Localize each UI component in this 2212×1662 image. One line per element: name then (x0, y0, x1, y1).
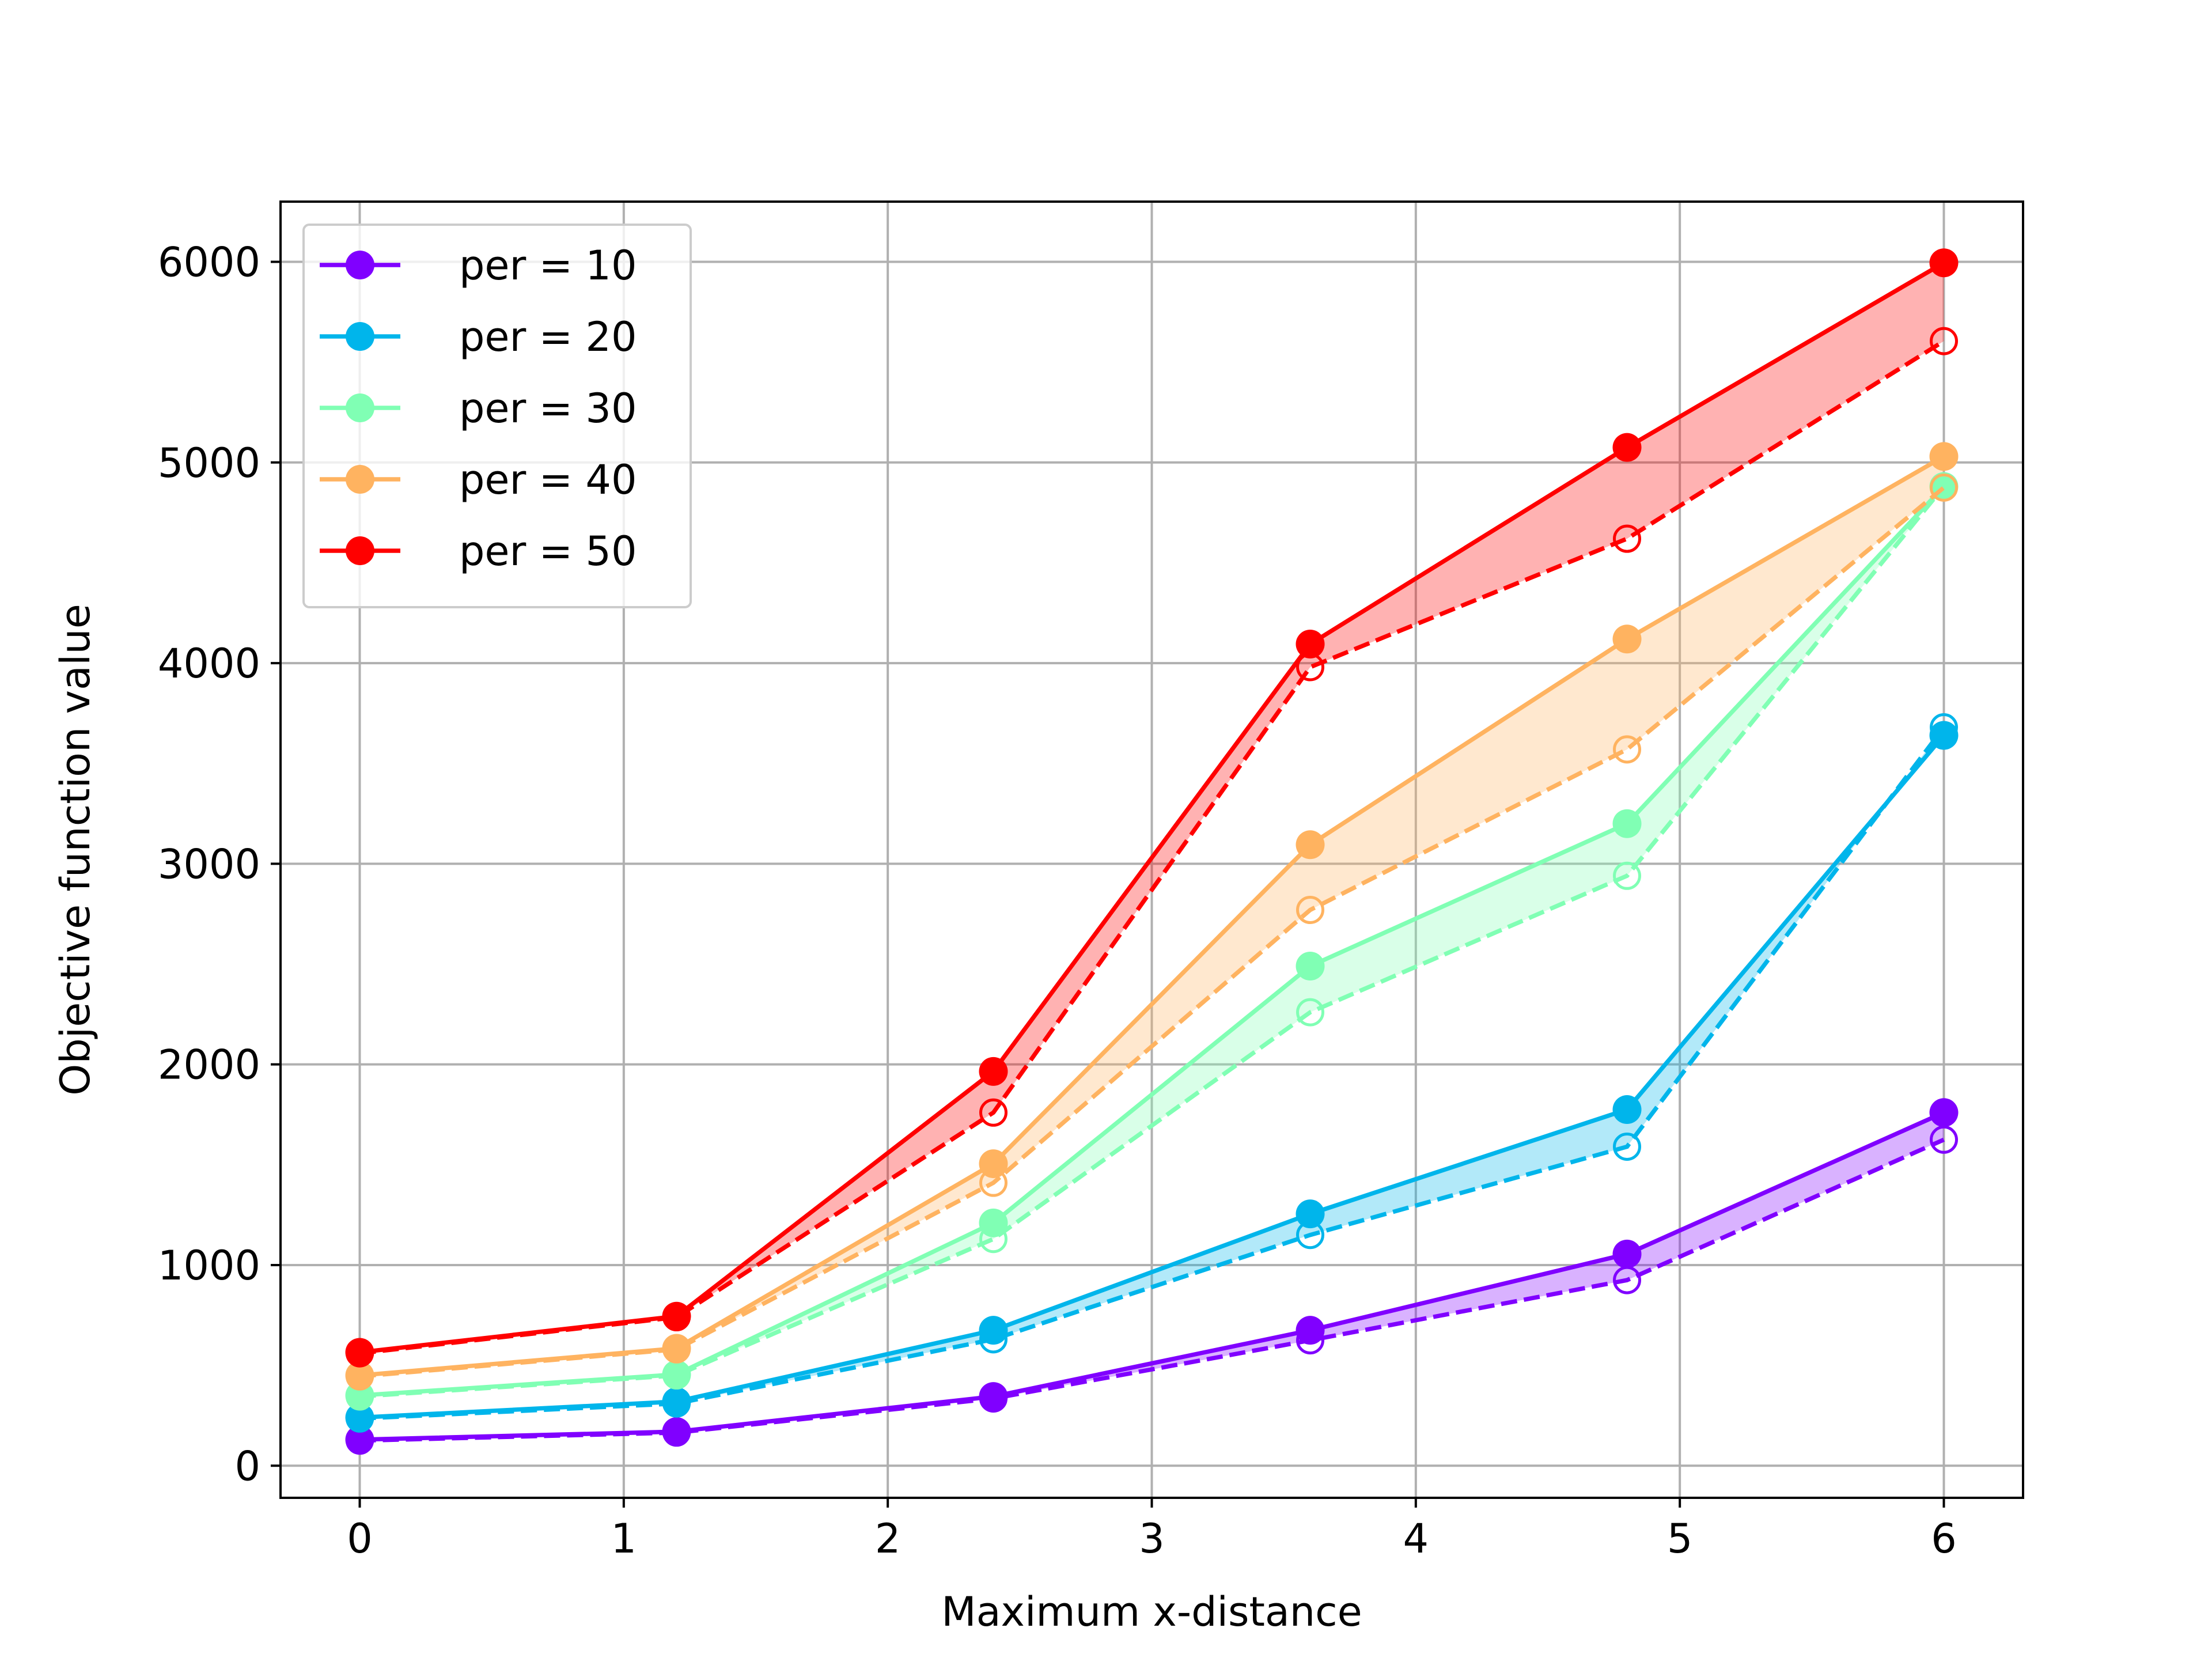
data-point-open (1613, 861, 1641, 890)
legend-label: per = 40 (459, 456, 637, 503)
series-line-solid (359, 485, 1946, 1398)
data-point (1929, 248, 1959, 278)
y-tick-label: 4000 (158, 640, 260, 687)
x-tick-label: 6 (1931, 1515, 1957, 1562)
x-tick-label: 5 (1667, 1515, 1693, 1562)
y-tick-label: 5000 (158, 440, 260, 487)
series-lines (345, 248, 1959, 1455)
data-point-open (979, 1098, 1007, 1127)
legend-label: per = 30 (459, 385, 637, 432)
data-point (345, 1425, 374, 1454)
legend-label: per = 10 (459, 242, 637, 289)
y-tick-label: 0 (234, 1443, 260, 1490)
data-point (979, 1149, 1008, 1179)
legend: per = 10 per = 20 per = 30 per = 40 per = 50 (302, 224, 692, 608)
legend-marker (346, 251, 374, 279)
data-point (979, 1057, 1008, 1086)
data-point (1296, 1316, 1325, 1345)
legend-marker (346, 536, 374, 565)
axis-ticks: 0 1 2 3 4 5 6 0 1000 2000 3000 4000 5000 6000 (158, 238, 1957, 1562)
x-tick-label: 3 (1139, 1515, 1165, 1562)
series-line-solid (359, 455, 1945, 1378)
legend-marker (346, 322, 374, 351)
data-point (345, 1361, 374, 1390)
series-line-solid (359, 734, 1946, 1420)
data-point (1296, 830, 1325, 860)
x-tick-label: 1 (611, 1515, 637, 1562)
data-point-open (1296, 895, 1324, 924)
data-point-open (1930, 327, 1958, 355)
data-point (1612, 1239, 1642, 1269)
series-fill-band (359, 263, 1944, 1354)
data-point-open (1613, 524, 1641, 553)
legend-label: per = 50 (459, 528, 637, 575)
series-fill-band (359, 727, 1944, 1419)
data-point (1929, 721, 1959, 750)
data-point (662, 1387, 691, 1416)
x-axis-label: Maximum x-distance (941, 1588, 1362, 1636)
y-tick-label: 1000 (158, 1242, 260, 1289)
data-point (979, 1316, 1008, 1345)
data-point (345, 1338, 374, 1367)
data-point-open (1613, 1132, 1641, 1161)
data-point (1929, 1098, 1959, 1127)
data-point (662, 1301, 691, 1331)
legend-label: per = 20 (459, 313, 637, 361)
data-point (979, 1208, 1008, 1237)
x-tick-label: 0 (347, 1515, 373, 1562)
data-point (1612, 433, 1642, 462)
data-point (1296, 952, 1325, 981)
legend-marker (346, 393, 374, 422)
data-point-open (1930, 1125, 1958, 1154)
y-axis-label: Objective function value (52, 604, 99, 1096)
data-point (979, 1382, 1008, 1411)
legend-marker (346, 465, 374, 494)
data-point (1612, 1095, 1642, 1125)
series-line-solid (359, 1110, 1945, 1442)
data-point-open (1296, 998, 1324, 1027)
y-tick-label: 6000 (158, 238, 260, 286)
data-point (1612, 809, 1642, 838)
data-point (1929, 442, 1959, 471)
data-point (1296, 1199, 1325, 1229)
series-fill-band (359, 1112, 1944, 1441)
data-point-open (1613, 735, 1641, 764)
data-point (345, 1403, 374, 1432)
data-point (1612, 624, 1642, 654)
data-point (662, 1334, 691, 1363)
data-point (662, 1417, 691, 1447)
data-point-open (1930, 473, 1958, 502)
x-tick-label: 2 (875, 1515, 901, 1562)
x-tick-label: 4 (1403, 1515, 1429, 1562)
y-tick-label: 2000 (158, 1042, 260, 1089)
y-tick-label: 3000 (158, 841, 260, 888)
legend-box (302, 224, 692, 608)
data-point (1296, 629, 1325, 658)
series-line-solid (359, 260, 1945, 1355)
data-point (662, 1360, 691, 1389)
